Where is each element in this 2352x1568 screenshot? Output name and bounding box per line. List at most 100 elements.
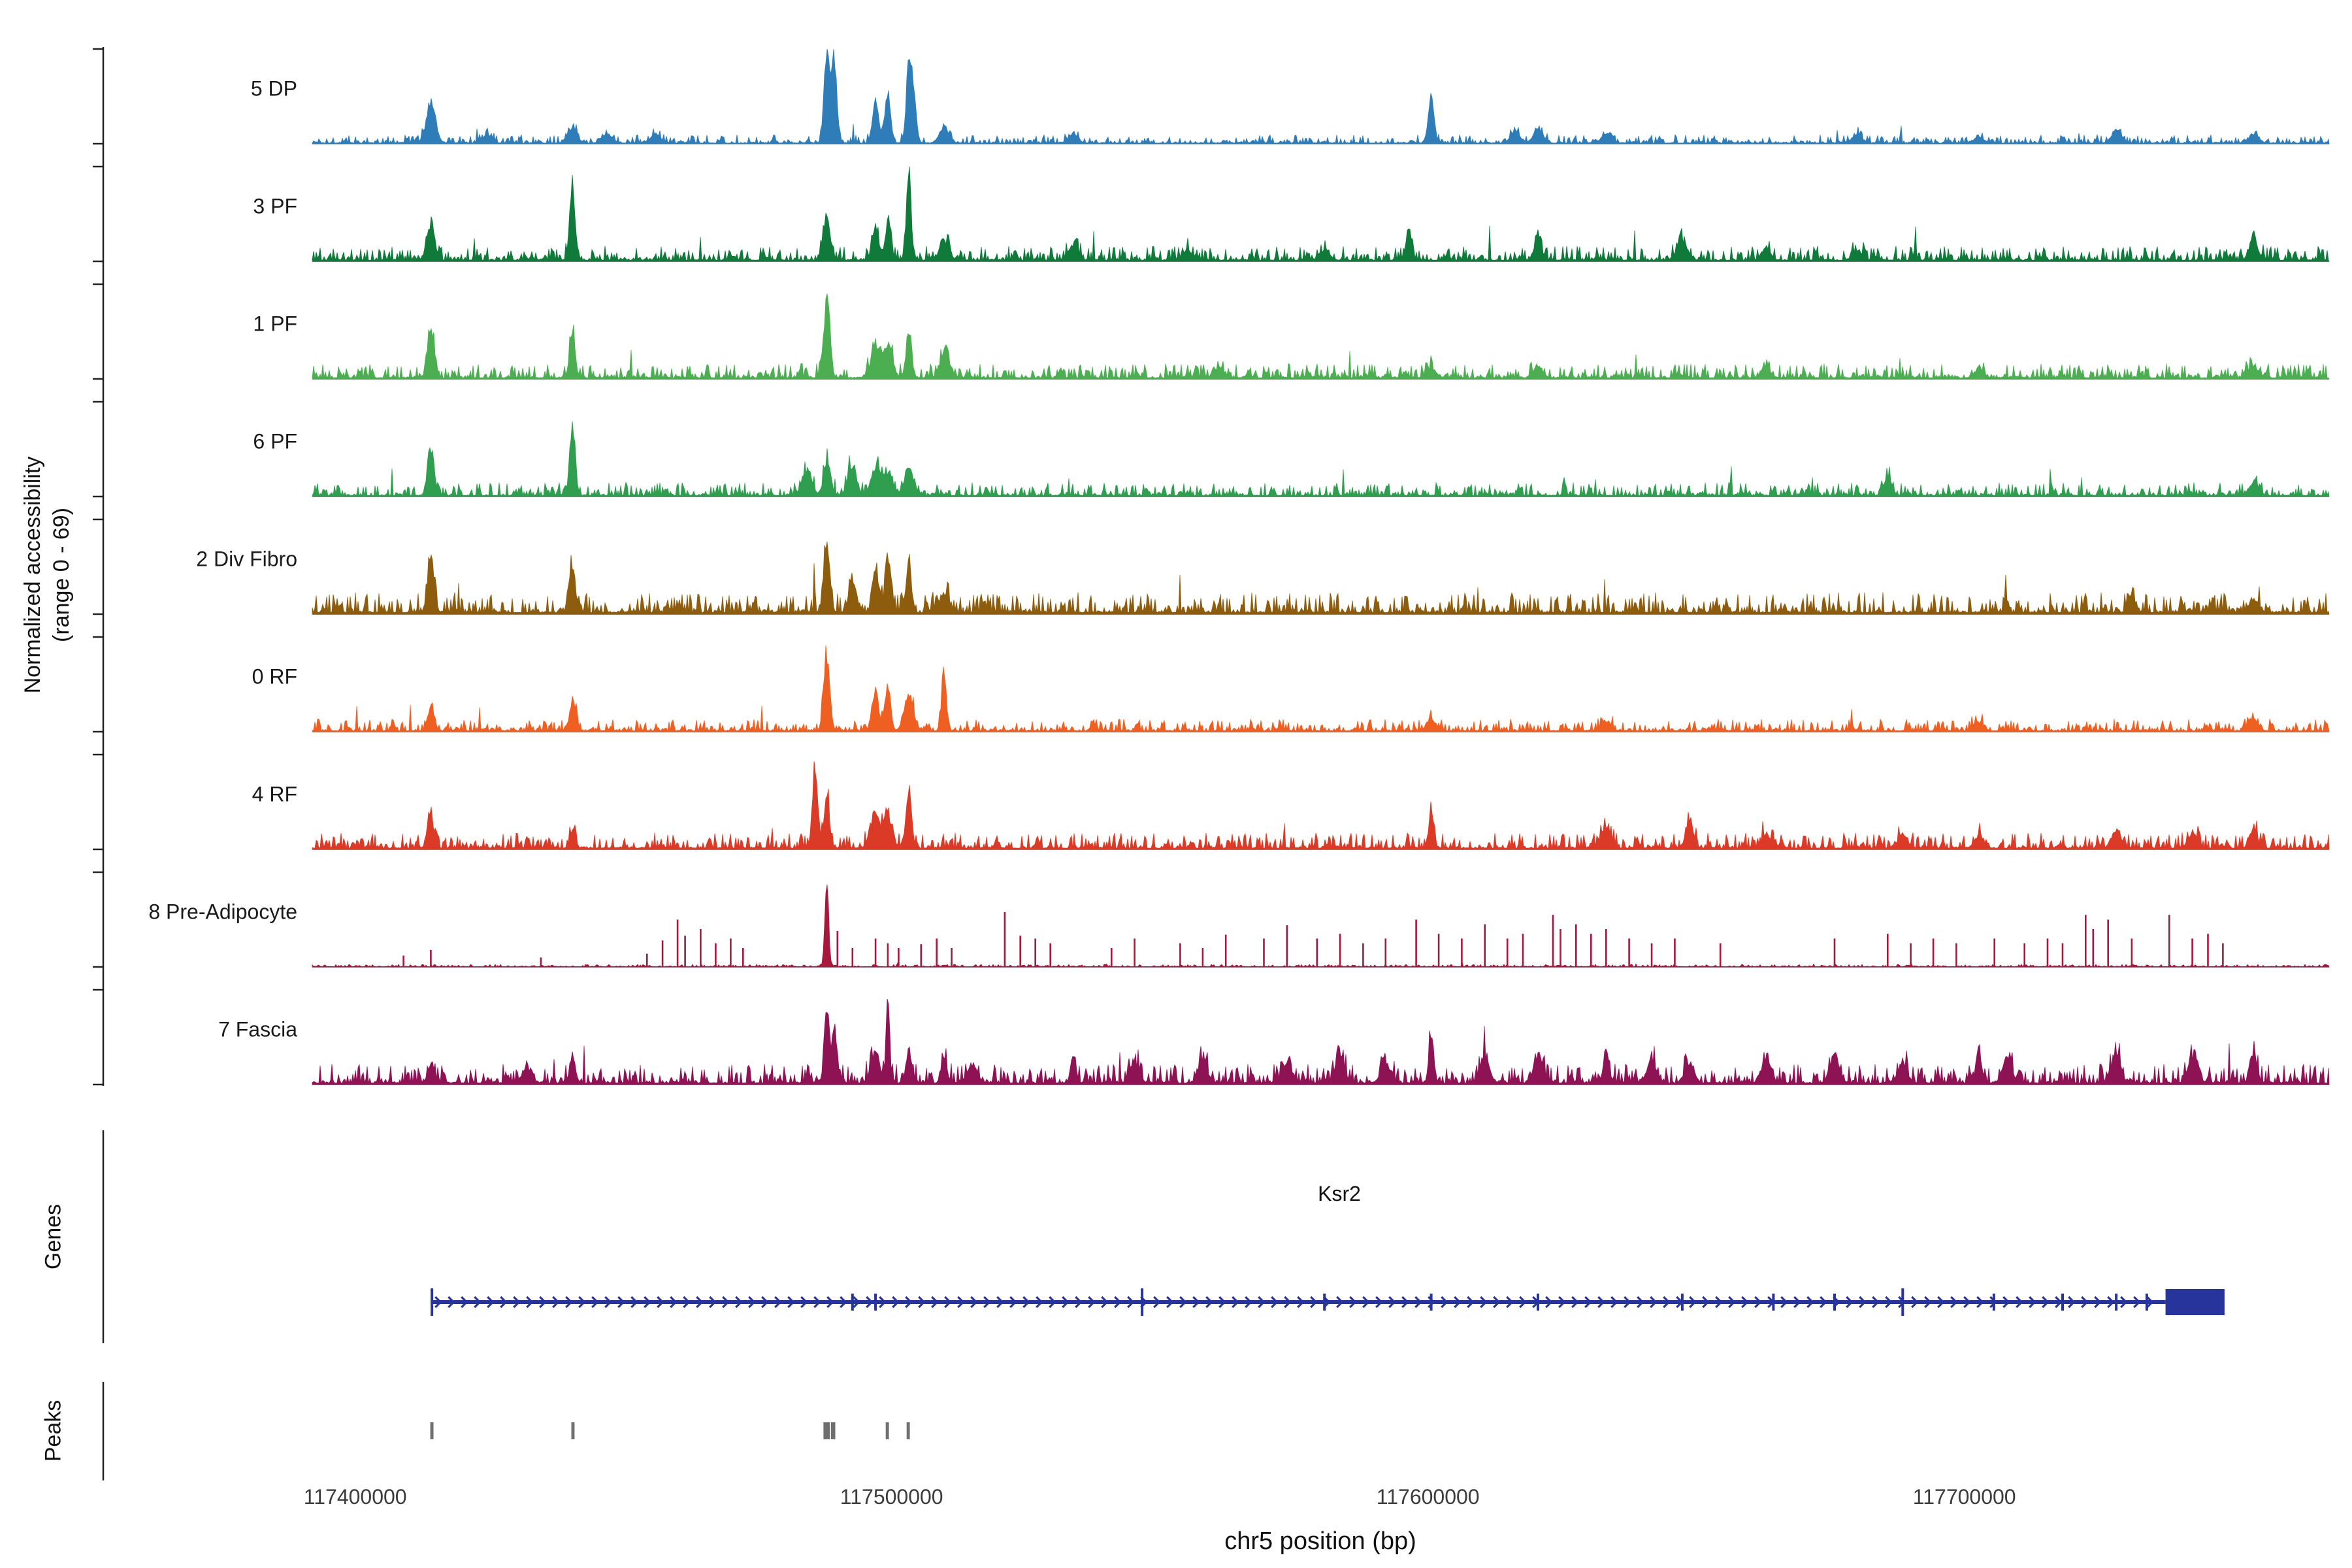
signal-track-area [312, 998, 2330, 1085]
gene-direction-arrow [670, 1296, 678, 1309]
signal-track-area [312, 48, 2330, 144]
gene-direction-arrow [1989, 1296, 1997, 1309]
track-label: 5 DP [251, 76, 297, 100]
gene-direction-arrow [526, 1296, 534, 1309]
gene-direction-arrow [1049, 1296, 1056, 1309]
peak-mark [885, 1422, 889, 1439]
peak-mark [823, 1422, 830, 1439]
gene-direction-arrow [1480, 1296, 1488, 1309]
gene-direction-arrow [2055, 1296, 2063, 1309]
peak-mark [430, 1422, 434, 1439]
signal-track-area [312, 645, 2330, 732]
gene-direction-arrow [1179, 1296, 1187, 1309]
gene-direction-arrow [1075, 1296, 1083, 1309]
gene-direction-arrow [2146, 1296, 2154, 1309]
gene-direction-arrow [1336, 1296, 1344, 1309]
gene-direction-arrow [1232, 1296, 1239, 1309]
gene-end-box [2165, 1289, 2225, 1315]
gene-direction-arrow [630, 1296, 638, 1309]
gene-direction-arrow [1924, 1296, 1932, 1309]
gene-direction-arrow [1088, 1296, 1096, 1309]
track-label: 1 PF [253, 312, 297, 335]
gene-direction-arrow [2029, 1296, 2036, 1309]
gene-direction-arrow [604, 1296, 612, 1309]
gene-direction-arrow [1114, 1296, 1122, 1309]
gene-direction-arrow [879, 1296, 887, 1309]
gene-direction-arrow [1127, 1296, 1135, 1309]
signal-track-area [312, 166, 2330, 262]
gene-direction-arrow [983, 1296, 991, 1309]
gene-direction-arrow [840, 1296, 847, 1309]
gene-direction-arrow [931, 1296, 939, 1309]
peak-mark [571, 1422, 575, 1439]
gene-direction-arrow [461, 1296, 468, 1309]
peak-mark [906, 1422, 910, 1439]
gene-direction-arrow [578, 1296, 586, 1309]
signal-track-area [312, 421, 2330, 497]
gene-direction-arrow [1414, 1296, 1422, 1309]
gene-direction-arrow [1401, 1296, 1409, 1309]
gene-direction-arrow [2081, 1296, 2089, 1309]
track-label: 0 RF [252, 664, 297, 688]
gene-direction-arrow [539, 1296, 547, 1309]
track-label: 4 RF [252, 782, 297, 806]
gene-direction-arrow [657, 1296, 664, 1309]
gene-direction-arrow [565, 1296, 573, 1309]
x-axis-tick-label: 117400000 [304, 1485, 407, 1509]
gene-name-label: Ksr2 [1318, 1182, 1361, 1205]
gene-direction-arrow [826, 1296, 834, 1309]
gene-direction-arrow [1806, 1296, 1814, 1309]
peak-mark [830, 1422, 836, 1439]
gene-direction-arrow [722, 1296, 730, 1309]
gene-direction-arrow [944, 1296, 952, 1309]
gene-direction-arrow [2002, 1296, 2010, 1309]
gene-direction-arrow [709, 1296, 717, 1309]
gene-direction-arrow [1388, 1296, 1396, 1309]
gene-direction-arrow [1702, 1296, 1710, 1309]
x-axis-tick-label: 117600000 [1377, 1485, 1480, 1509]
signal-track-area [312, 293, 2330, 380]
gene-direction-arrow [1610, 1296, 1618, 1309]
gene-direction-arrow [1506, 1296, 1514, 1309]
gene-direction-arrow [1022, 1296, 1030, 1309]
gene-direction-arrow [892, 1296, 900, 1309]
gene-direction-arrow [1349, 1296, 1357, 1309]
gene-direction-arrow [2094, 1296, 2102, 1309]
gene-direction-arrow [2042, 1296, 2050, 1309]
gene-direction-arrow [1009, 1296, 1017, 1309]
gene-direction-arrow [1558, 1296, 1566, 1309]
x-axis-title: chr5 position (bp) [1224, 1527, 1416, 1555]
gene-direction-arrow [1245, 1296, 1252, 1309]
gene-direction-arrow [1846, 1296, 1854, 1309]
gene-direction-arrow [1192, 1296, 1200, 1309]
gene-direction-arrow [1859, 1296, 1867, 1309]
gene-direction-arrow [1297, 1296, 1305, 1309]
gene-direction-arrow [1153, 1296, 1161, 1309]
gene-direction-arrow [1441, 1296, 1448, 1309]
gene-direction-arrow [918, 1296, 926, 1309]
gene-direction-arrow [2133, 1296, 2141, 1309]
gene-direction-arrow [1467, 1296, 1475, 1309]
gene-direction-arrow [2107, 1296, 2115, 1309]
gene-direction-arrow [905, 1296, 913, 1309]
gene-direction-arrow [1715, 1296, 1723, 1309]
gene-direction-arrow [1637, 1296, 1644, 1309]
gene-direction-arrow [1937, 1296, 1945, 1309]
gene-direction-arrow [1624, 1296, 1631, 1309]
gene-direction-arrow [1780, 1296, 1788, 1309]
gene-direction-arrow [748, 1296, 756, 1309]
gene-direction-arrow [487, 1296, 495, 1309]
gene-direction-arrow [2068, 1296, 2076, 1309]
gene-direction-arrow [513, 1296, 521, 1309]
gene-direction-arrow [813, 1296, 821, 1309]
gene-direction-arrow [1584, 1296, 1592, 1309]
signal-track-area [312, 542, 2330, 615]
gene-direction-arrow [800, 1296, 808, 1309]
gene-direction-arrow [1663, 1296, 1671, 1309]
gene-direction-arrow [1258, 1296, 1266, 1309]
x-axis-tick-label: 117500000 [840, 1485, 943, 1509]
gene-direction-arrow [1218, 1296, 1226, 1309]
track-label: 2 Div Fibro [196, 547, 297, 570]
gene-direction-arrow [1375, 1296, 1383, 1309]
